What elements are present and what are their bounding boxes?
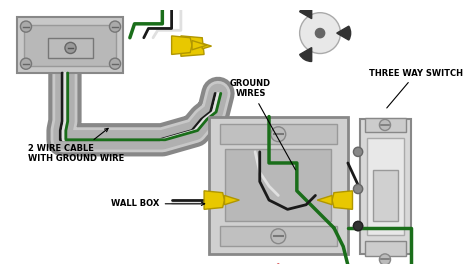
Wedge shape	[337, 26, 351, 40]
Circle shape	[379, 119, 391, 130]
Polygon shape	[172, 36, 192, 55]
Bar	[365, 118, 406, 132]
Polygon shape	[204, 191, 225, 209]
Circle shape	[109, 21, 120, 32]
Circle shape	[315, 28, 325, 38]
Circle shape	[271, 127, 286, 142]
Bar	[209, 117, 348, 254]
Bar	[17, 17, 123, 73]
Bar	[367, 138, 403, 235]
Polygon shape	[202, 43, 211, 49]
Bar	[360, 119, 411, 254]
Bar	[220, 124, 337, 144]
Circle shape	[271, 229, 286, 244]
Circle shape	[20, 58, 32, 69]
Polygon shape	[317, 195, 332, 205]
Circle shape	[354, 221, 363, 231]
Polygon shape	[192, 41, 207, 50]
Text: WALL BOX: WALL BOX	[111, 199, 205, 208]
Text: GROUND
WIRES: GROUND WIRES	[230, 79, 295, 170]
Circle shape	[354, 147, 363, 156]
Bar	[220, 226, 337, 246]
Polygon shape	[181, 36, 204, 56]
Circle shape	[65, 42, 76, 53]
Wedge shape	[300, 48, 312, 61]
Bar	[48, 38, 93, 58]
Polygon shape	[225, 195, 239, 205]
Text: THREE WAY SWITCH: THREE WAY SWITCH	[369, 68, 463, 108]
Circle shape	[354, 221, 363, 231]
Polygon shape	[332, 191, 353, 209]
Wedge shape	[300, 5, 312, 19]
Circle shape	[300, 13, 340, 53]
Circle shape	[20, 21, 32, 32]
Bar	[373, 170, 398, 221]
Bar	[365, 241, 406, 256]
Bar	[226, 149, 331, 221]
Circle shape	[109, 58, 120, 69]
Circle shape	[354, 184, 363, 194]
Circle shape	[379, 254, 391, 265]
Text: 2 WIRE CABLE
WITH GROUND WIRE: 2 WIRE CABLE WITH GROUND WIRE	[28, 128, 124, 163]
Bar	[24, 25, 116, 65]
